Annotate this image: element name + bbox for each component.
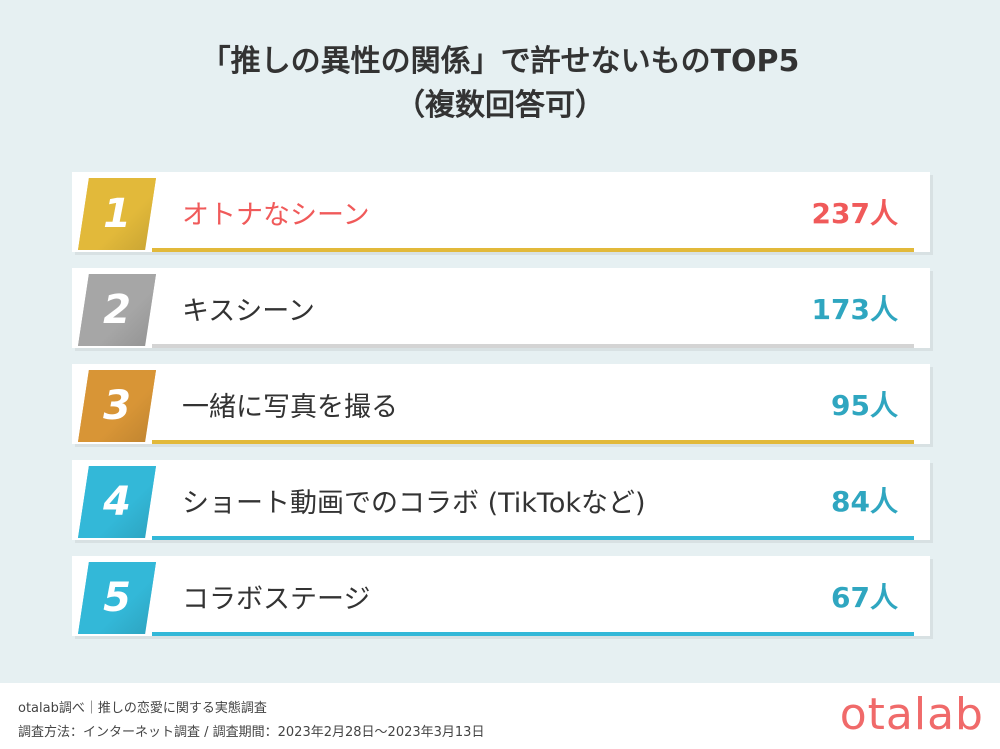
row-underline xyxy=(152,632,914,636)
rank-badge-4: 4 xyxy=(78,466,156,538)
title-line-2: （複数回答可） xyxy=(395,88,605,123)
rank-number: 3 xyxy=(103,383,131,429)
method-note: 調査方法：インターネット調査 / 調査期間：2023年2月28日〜2023年3月… xyxy=(18,725,485,740)
rank-number: 1 xyxy=(103,191,131,237)
row-underline xyxy=(152,536,914,540)
rank-label: 一緒に写真を撮る xyxy=(182,391,398,423)
rank-row-2: 2 キスシーン 173人 xyxy=(72,268,930,348)
chart-title: 「推しの異性の関係」で許せないものTOP5 （複数回答可） xyxy=(0,40,1000,128)
rank-row-4: 4 ショート動画でのコラボ (TikTokなど) 84人 xyxy=(72,460,930,540)
rank-number: 4 xyxy=(103,479,131,525)
rank-badge-2: 2 xyxy=(78,274,156,346)
rank-label: コラボステージ xyxy=(182,583,371,615)
rank-row-3: 3 一緒に写真を撮る 95人 xyxy=(72,364,930,444)
rank-number: 2 xyxy=(103,287,131,333)
otalab-logo: otalab xyxy=(839,689,984,740)
row-underline xyxy=(152,440,914,444)
rank-value: 237人 xyxy=(811,197,898,230)
rank-number: 5 xyxy=(103,575,131,621)
title-line-1: 「推しの異性の関係」で許せないものTOP5 xyxy=(200,44,800,79)
rank-label: オトナなシーン xyxy=(182,199,370,231)
rank-value: 67人 xyxy=(831,581,898,614)
footer: otalab調べ｜推しの恋愛に関する実態調査 調査方法：インターネット調査 / … xyxy=(0,683,1000,749)
rank-list: 1 オトナなシーン 237人 2 キスシーン 173人 3 一緒に写真を撮る 9… xyxy=(72,172,930,652)
rank-row-5: 5 コラボステージ 67人 xyxy=(72,556,930,636)
rank-row-1: 1 オトナなシーン 237人 xyxy=(72,172,930,252)
rank-label: キスシーン xyxy=(182,295,315,327)
row-underline xyxy=(152,344,914,348)
rank-badge-1: 1 xyxy=(78,178,156,250)
row-underline xyxy=(152,248,914,252)
rank-value: 84人 xyxy=(831,485,898,518)
rank-badge-3: 3 xyxy=(78,370,156,442)
rank-value: 95人 xyxy=(831,389,898,422)
rank-label: ショート動画でのコラボ (TikTokなど) xyxy=(182,487,646,519)
rank-value: 173人 xyxy=(811,293,898,326)
source-note: otalab調べ｜推しの恋愛に関する実態調査 xyxy=(18,701,267,716)
rank-badge-5: 5 xyxy=(78,562,156,634)
